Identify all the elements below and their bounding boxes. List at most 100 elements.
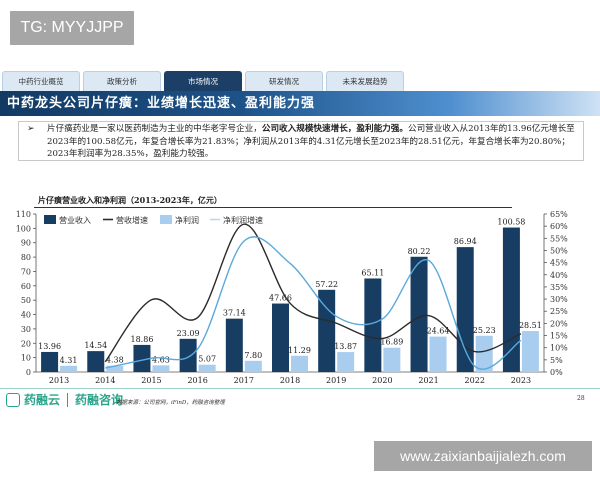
net-profit-bar [337,352,355,372]
right-tick-label: 15% [550,332,568,341]
revenue-label: 14.54 [84,341,107,350]
right-tick-label: 20% [550,319,568,328]
left-tick-label: 20 [21,339,31,348]
right-tick-label: 50% [550,246,568,255]
revenue-bar [410,256,428,372]
right-tick-label: 40% [550,271,568,280]
left-tick-label: 90 [21,239,31,248]
revenue-label: 13.96 [38,342,61,351]
watermark-top: TG: MYYJJPP [10,11,134,45]
left-tick-label: 40 [21,311,31,320]
net-profit-growth-line [105,236,522,370]
right-tick-label: 30% [550,295,568,304]
revenue-bar [41,351,59,372]
left-tick-label: 100 [16,224,31,233]
right-tick-label: 5% [550,356,563,365]
page-number: 28 [577,395,585,402]
x-tick-label: 2020 [372,376,392,385]
net-profit-label: 5.07 [198,355,216,364]
left-tick-label: 80 [21,253,31,262]
right-tick-label: 0% [550,368,563,377]
legend-label: 营收增速 [116,215,148,225]
net-profit-bar [475,335,493,372]
net-profit-label: 4.31 [60,356,78,365]
revenue-bar [364,278,382,372]
tab-market-situation[interactable]: 市场情况 [164,71,242,91]
net-profit-bar [198,364,216,372]
net-profit-label: 7.80 [244,351,262,360]
net-profit-bar [429,336,447,372]
revenue-bar [318,289,336,372]
net-profit-bar [521,331,539,372]
right-tick-label: 10% [550,344,568,353]
revenue-label: 80.22 [408,247,431,256]
net-profit-label: 25.23 [473,326,496,335]
bullet-arrow-icon: ➢ [27,124,35,134]
net-profit-bar [152,365,170,372]
legend-label: 净利润 [175,215,199,225]
x-tick-label: 2016 [187,376,207,385]
revenue-bar [456,247,474,372]
revenue-label: 37.14 [223,309,246,318]
left-tick-label: 60 [21,282,31,291]
revenue-label: 65.11 [361,268,384,277]
revenue-label: 47.66 [269,294,292,303]
net-profit-bar [244,360,262,372]
net-profit-label: 13.87 [334,342,357,351]
logo-text-1: 药融云 [24,393,61,407]
summary-text-bold: 公司收入规模快速增长，盈利能力强。 [261,124,408,134]
left-tick-label: 10 [21,354,31,363]
nav-tabs: 中药行业概览 政策分析 市场情况 研发情况 未来发展趋势 [2,71,404,91]
x-tick-label: 2022 [465,376,485,385]
revenue-bar [225,318,243,372]
left-tick-label: 70 [21,267,31,276]
x-tick-label: 2019 [326,376,346,385]
net-profit-label: 24.64 [427,327,450,336]
legend-label: 营业收入 [59,215,91,225]
summary-text-1: 片仔癀药业是一家以医药制造为主业的中华老字号企业， [47,124,262,134]
tab-policy-analysis[interactable]: 政策分析 [83,71,161,91]
revenue-label: 86.94 [454,237,477,246]
net-profit-bar [291,355,308,372]
revenue-label: 100.58 [497,218,525,227]
revenue-label: 18.86 [131,335,154,344]
tab-future-trends[interactable]: 未来发展趋势 [326,71,404,91]
net-profit-label: 28.51 [519,321,542,330]
summary-box: ➢ 片仔癀药业是一家以医药制造为主业的中华老字号企业，公司收入规模快速增长，盈利… [18,121,584,161]
left-tick-label: 0 [26,368,31,377]
x-tick-label: 2013 [49,376,69,385]
revenue-bar [179,338,197,372]
legend-label: 净利润增速 [223,215,263,225]
revenue-bar [133,344,151,372]
chart-title-rule [34,207,512,208]
footer-logo: 药融云 药融咨询 [6,391,123,408]
right-tick-label: 35% [550,283,568,292]
x-tick-label: 2015 [141,376,161,385]
revenue-bar [87,351,105,372]
tab-rd-situation[interactable]: 研发情况 [245,71,323,91]
watermark-bottom: www.zaixianbaijialezh.com [374,441,592,471]
revenue-label: 23.09 [177,329,200,338]
logo-separator [67,392,69,407]
tab-industry-overview[interactable]: 中药行业概览 [2,71,80,91]
x-tick-label: 2021 [418,376,438,385]
right-tick-label: 60% [550,222,568,231]
revenue-profit-chart: 0 10 20 30 40 50 60 70 80 90 100 110 0% 5% 10% 15% 20% 25… [16,210,568,385]
right-tick-label: 65% [550,210,568,219]
net-profit-bar [106,365,124,372]
left-tick-label: 50 [21,296,31,305]
x-tick-label: 2018 [280,376,300,385]
page-title: 中药龙头公司片仔癀：业绩增长迅速、盈利能力强 [0,91,600,116]
revenue-label: 57.22 [315,280,338,289]
revenue-bar [272,303,289,372]
net-profit-label: 4.38 [106,356,124,365]
logo-text-2: 药融咨询 [75,393,124,407]
left-tick-label: 30 [21,325,31,334]
data-source: 数据来源：公司官网，iFinD，药融咨询整理 [116,400,225,406]
chart-title: 片仔癀营业收入和净利润（2013-2023年，亿元） [38,195,222,205]
net-profit-bar [60,365,78,372]
legend-swatch [160,215,172,224]
right-tick-label: 45% [550,259,568,268]
right-tick-label: 25% [550,307,568,316]
right-tick-label: 55% [550,234,568,243]
